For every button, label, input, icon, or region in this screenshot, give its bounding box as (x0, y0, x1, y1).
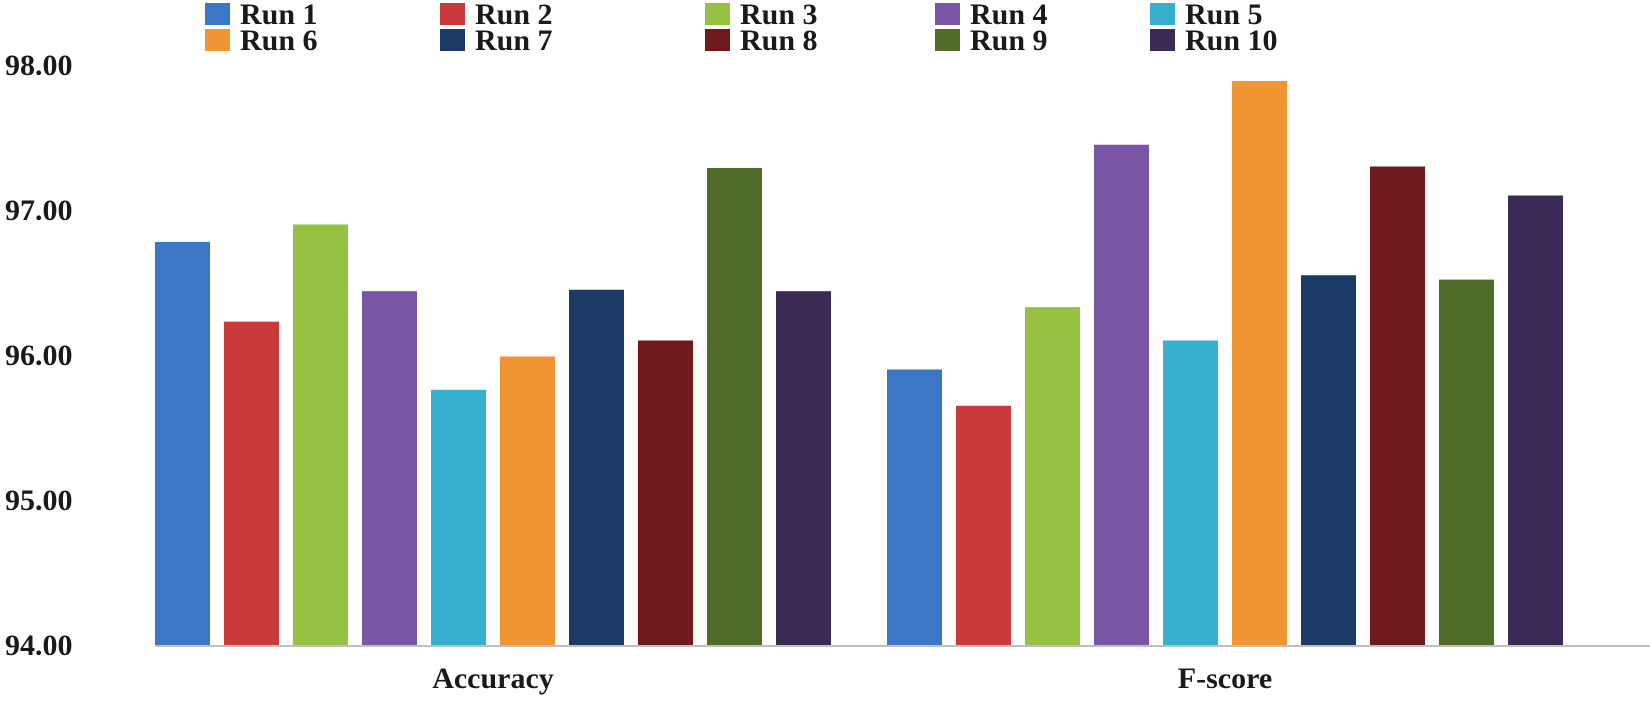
legend-item: Run 4 (935, 0, 1048, 31)
legend-swatch (440, 3, 465, 25)
bar-f-score-run-10 (1508, 195, 1563, 645)
bar-accuracy-run-6 (500, 356, 555, 645)
legend-label: Run 8 (740, 24, 818, 57)
bar-f-score-run-5 (1163, 340, 1218, 645)
legend-label: Run 9 (970, 24, 1048, 57)
legend: Run 1 Run 2 Run 3 Run 4 Run 5 Run 6 Run 7 Run 8… (205, 0, 1278, 57)
legend-item: Run 10 (1150, 24, 1278, 57)
legend-item: Run 7 (440, 24, 553, 57)
bar-f-score-run-6 (1232, 80, 1287, 645)
x-category-label: Accuracy (432, 662, 554, 695)
y-tick-label: 96.00 (5, 339, 73, 372)
x-axis: Accuracy F-score (155, 645, 1650, 695)
legend-label: Run 4 (970, 0, 1048, 31)
bar-f-score-run-2 (956, 405, 1011, 645)
legend-swatch (1150, 29, 1175, 51)
y-tick-label: 95.00 (5, 484, 73, 517)
legend-label: Run 6 (240, 24, 318, 57)
legend-item: Run 3 (705, 0, 818, 31)
bar-accuracy-run-8 (638, 340, 693, 645)
bar-accuracy-run-3 (293, 224, 348, 645)
bar-f-score-run-1 (887, 369, 942, 645)
legend-label: Run 1 (240, 0, 318, 31)
legend-item: Run 9 (935, 24, 1048, 57)
bar-accuracy-run-1 (155, 241, 210, 645)
legend-swatch (440, 29, 465, 51)
y-tick-label: 97.00 (5, 194, 73, 227)
x-category-label: F-score (1178, 662, 1272, 695)
bar-accuracy-run-4 (362, 291, 417, 645)
legend-swatch (205, 29, 230, 51)
legend-item: Run 1 (205, 0, 318, 31)
bars (155, 80, 1563, 645)
legend-item: Run 8 (705, 24, 818, 57)
bar-f-score-run-4 (1094, 144, 1149, 645)
legend-label: Run 2 (475, 0, 553, 31)
legend-swatch (705, 29, 730, 51)
legend-label: Run 10 (1185, 24, 1278, 57)
y-tick-label: 98.00 (5, 49, 73, 82)
legend-swatch (205, 3, 230, 25)
y-tick-label: 94.00 (5, 629, 73, 662)
legend-item: Run 2 (440, 0, 553, 31)
bar-f-score-run-9 (1439, 279, 1494, 645)
bar-accuracy-run-2 (224, 321, 279, 645)
bar-accuracy-run-10 (776, 291, 831, 645)
y-axis: 94.00 95.00 96.00 97.00 98.00 (5, 49, 73, 662)
bar-f-score-run-3 (1025, 307, 1080, 645)
legend-swatch (935, 29, 960, 51)
bar-f-score-run-8 (1370, 166, 1425, 645)
bar-accuracy-run-9 (707, 167, 762, 645)
legend-label: Run 7 (475, 24, 553, 57)
bar-f-score-run-7 (1301, 275, 1356, 645)
legend-item: Run 5 (1150, 0, 1263, 31)
legend-swatch (705, 3, 730, 25)
bar-accuracy-run-7 (569, 289, 624, 645)
legend-item: Run 6 (205, 24, 318, 57)
legend-label: Run 5 (1185, 0, 1263, 31)
bar-accuracy-run-5 (431, 389, 486, 645)
legend-swatch (1150, 3, 1175, 25)
legend-swatch (935, 3, 960, 25)
legend-label: Run 3 (740, 0, 818, 31)
